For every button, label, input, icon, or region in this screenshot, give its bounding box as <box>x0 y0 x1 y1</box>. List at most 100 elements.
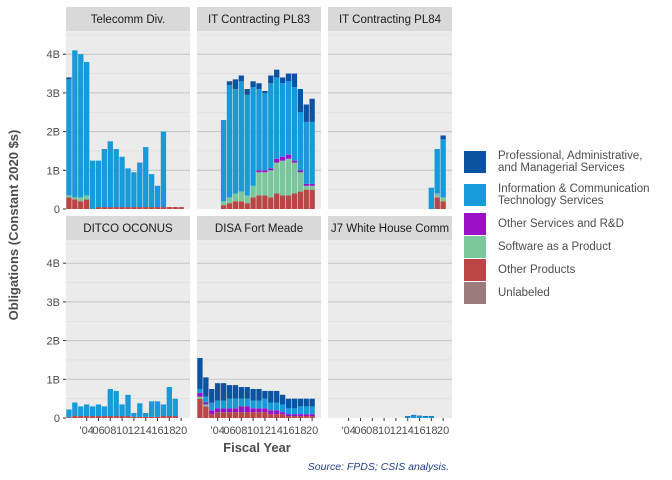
facet-title: DISA Fort Meade <box>215 223 303 235</box>
bar-segment <box>244 94 250 196</box>
bar-segment <box>238 406 244 413</box>
y-tick-label: 0 <box>54 413 60 425</box>
y-tick-label: 0 <box>54 204 60 216</box>
bar-segment <box>303 398 309 407</box>
y-tick-label: 2B <box>47 127 60 139</box>
legend-label: Professional, Administrative, and Manage… <box>498 150 643 174</box>
bar-segment <box>274 158 280 163</box>
bar-segment <box>226 398 233 409</box>
bar-segment <box>303 189 309 209</box>
bar-segment <box>285 398 292 409</box>
bar-segment <box>101 207 108 209</box>
bar-segment <box>268 390 274 403</box>
y-tick-label: 1B <box>47 374 60 386</box>
bar-segment <box>309 98 315 122</box>
bar-segment <box>238 201 244 209</box>
bar-segment <box>215 408 221 413</box>
x-tick-label: 16 <box>282 425 294 437</box>
bar-segment <box>279 404 286 413</box>
bar-segment <box>309 416 315 418</box>
bar-segment <box>137 207 143 209</box>
bar-segment <box>262 408 268 413</box>
bar-segment <box>309 406 315 415</box>
bar-segment <box>434 193 440 198</box>
bar-segment <box>303 406 309 415</box>
x-tick-label: 14 <box>140 425 152 437</box>
bar-segment <box>154 401 161 417</box>
bar-segment <box>309 121 315 184</box>
x-tick-label: 06 <box>92 425 104 437</box>
bar-segment <box>226 85 233 198</box>
bar-segment <box>268 168 274 171</box>
bar-segment <box>405 416 411 417</box>
bar-segment <box>107 388 113 417</box>
bar-segment <box>78 54 84 198</box>
bar-segment <box>262 90 268 93</box>
bar-segment <box>160 416 167 418</box>
bar-segment <box>250 197 256 209</box>
bar-segment <box>291 87 298 161</box>
bar-segment <box>143 147 149 208</box>
x-tick-label: 08 <box>235 425 247 437</box>
bar-segment <box>66 77 72 80</box>
bar-segment <box>256 83 262 90</box>
legend-label: Information & Communication Technology S… <box>498 183 650 207</box>
legend-item-professional: Professional, Administrative, and Manage… <box>464 150 672 174</box>
legend-item-software: Software as a Product <box>464 236 672 258</box>
bar-segment <box>89 406 96 417</box>
bar-segment <box>113 416 119 418</box>
bar-segment <box>440 201 446 209</box>
bar-segment <box>119 404 125 417</box>
facet-strip <box>66 7 190 31</box>
x-tick-label: 16 <box>151 425 163 437</box>
bar-segment <box>131 416 137 418</box>
bar-segment <box>95 404 102 417</box>
bar-segment <box>238 387 244 399</box>
x-tick-label: 12 <box>128 425 140 437</box>
bar-segment <box>291 162 298 194</box>
bar-segment <box>428 416 434 418</box>
facet-strip <box>66 216 190 240</box>
legend-swatch <box>464 213 486 235</box>
bar-segment <box>268 83 274 169</box>
bar-segment <box>238 75 244 82</box>
legend-label: Unlabeled <box>498 287 550 299</box>
bar-segment <box>279 195 286 209</box>
bar-segment <box>72 197 78 200</box>
x-tick-label: 20 <box>437 425 449 437</box>
legend-swatch <box>464 151 486 173</box>
bar-segment <box>203 402 209 405</box>
bar-segment <box>172 207 178 209</box>
bar-segment <box>434 149 440 194</box>
legend-item-unlabeled: Unlabeled <box>464 282 672 304</box>
bar-segment <box>232 193 239 202</box>
bar-segment <box>220 412 227 418</box>
bar-segment <box>291 414 298 417</box>
bar-segment <box>220 383 227 401</box>
bar-segment <box>107 207 113 209</box>
bar-segment <box>66 79 72 196</box>
x-tick-label: 10 <box>116 425 128 437</box>
bar-segment <box>238 398 244 407</box>
bar-segment <box>416 416 423 418</box>
bar-segment <box>107 416 113 418</box>
bar-segment <box>203 396 209 403</box>
bar-segment <box>244 387 250 399</box>
bar-segment <box>250 408 256 413</box>
facet-title: J7 White House Comm <box>331 223 449 235</box>
bar-segment <box>226 197 233 204</box>
bar-segment <box>279 83 286 157</box>
bar-segment <box>256 170 262 173</box>
bar-segment <box>197 398 203 418</box>
bar-segment <box>297 89 303 113</box>
y-axis-title: Obligations (Constant 2020 $s) <box>6 130 21 321</box>
x-tick-label: 20 <box>175 425 187 437</box>
bar-segment <box>78 416 84 418</box>
bar-segment <box>107 141 113 208</box>
bar-segment <box>268 414 274 418</box>
y-tick-label: 4B <box>47 258 60 270</box>
bar-segment <box>262 390 268 399</box>
y-tick-label: 3B <box>47 88 60 100</box>
bar-segment <box>297 414 303 417</box>
x-tick-label: 12 <box>390 425 402 437</box>
